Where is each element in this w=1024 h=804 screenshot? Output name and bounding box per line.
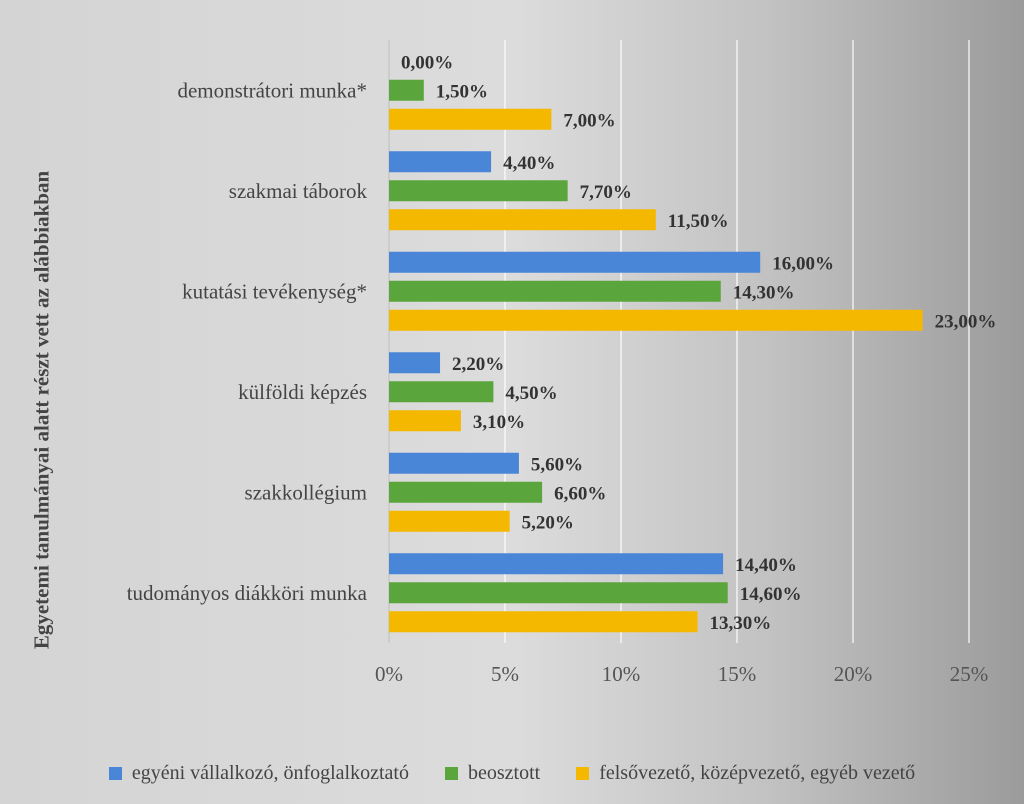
data-label: 13,30% — [710, 613, 772, 634]
category-label: külföldi képzés — [238, 380, 367, 404]
x-tick-label: 5% — [491, 662, 519, 686]
data-label: 3,10% — [473, 412, 525, 433]
bar — [389, 79, 424, 101]
bar — [389, 381, 494, 403]
data-label: 7,00% — [563, 110, 615, 131]
category-label: kutatási tevékenység* — [182, 279, 367, 303]
legend-item: beosztott — [444, 762, 541, 785]
bar — [389, 352, 441, 374]
legend-item: egyéni vállalkozó, önfoglalkoztató — [108, 762, 409, 785]
legend-label: egyéni vállalkozó, önfoglalkoztató — [131, 762, 409, 784]
data-label: 4,40% — [503, 153, 555, 174]
bar — [389, 280, 721, 302]
data-label: 14,30% — [733, 282, 795, 303]
data-label: 4,50% — [505, 383, 557, 404]
y-axis-title: Egyetemi tanulmányai alatt részt vett az… — [29, 170, 54, 650]
data-label: 1,50% — [436, 81, 488, 102]
bar — [389, 510, 510, 532]
bar — [389, 309, 923, 331]
legend-swatch — [444, 767, 458, 780]
bar — [389, 582, 728, 604]
category-label: szakkollégium — [245, 480, 367, 504]
data-label: 2,20% — [452, 354, 504, 375]
category-label: demonstrátori munka* — [177, 78, 367, 102]
data-label: 7,70% — [580, 182, 632, 203]
data-label: 5,20% — [522, 512, 574, 533]
bar — [389, 481, 543, 503]
bar — [389, 209, 656, 231]
x-tick-label: 0% — [375, 662, 403, 686]
category-label: szakmai táborok — [229, 179, 368, 203]
data-label: 14,40% — [735, 555, 797, 576]
bar — [389, 180, 568, 202]
bar — [389, 410, 461, 432]
legend: egyéni vállalkozó, önfoglalkoztató beoszt… — [0, 762, 1024, 785]
x-tick-label: 20% — [834, 662, 873, 686]
bar — [389, 151, 492, 173]
bar — [389, 553, 724, 575]
bar — [389, 452, 519, 474]
legend-swatch — [576, 767, 590, 780]
category-label: tudományos diákköri munka — [127, 581, 368, 605]
data-label: 11,50% — [668, 211, 729, 232]
data-label: 0,00% — [401, 52, 453, 73]
data-label: 23,00% — [935, 311, 997, 332]
legend-label: felsővezető, középvezető, egyéb vezető — [599, 762, 916, 784]
bar — [389, 611, 698, 633]
data-label: 14,60% — [740, 584, 802, 605]
x-tick-label: 25% — [950, 662, 989, 686]
x-tick-label: 15% — [718, 662, 757, 686]
legend-item: felsővezető, középvezető, egyéb vezető — [576, 762, 915, 785]
x-tick-label: 10% — [602, 662, 641, 686]
bar — [389, 108, 552, 130]
bar — [389, 251, 761, 273]
data-label: 6,60% — [554, 483, 606, 504]
data-label: 16,00% — [772, 253, 834, 274]
data-label: 5,60% — [531, 454, 583, 475]
legend-swatch — [108, 767, 122, 780]
legend-label: beosztott — [467, 762, 541, 784]
